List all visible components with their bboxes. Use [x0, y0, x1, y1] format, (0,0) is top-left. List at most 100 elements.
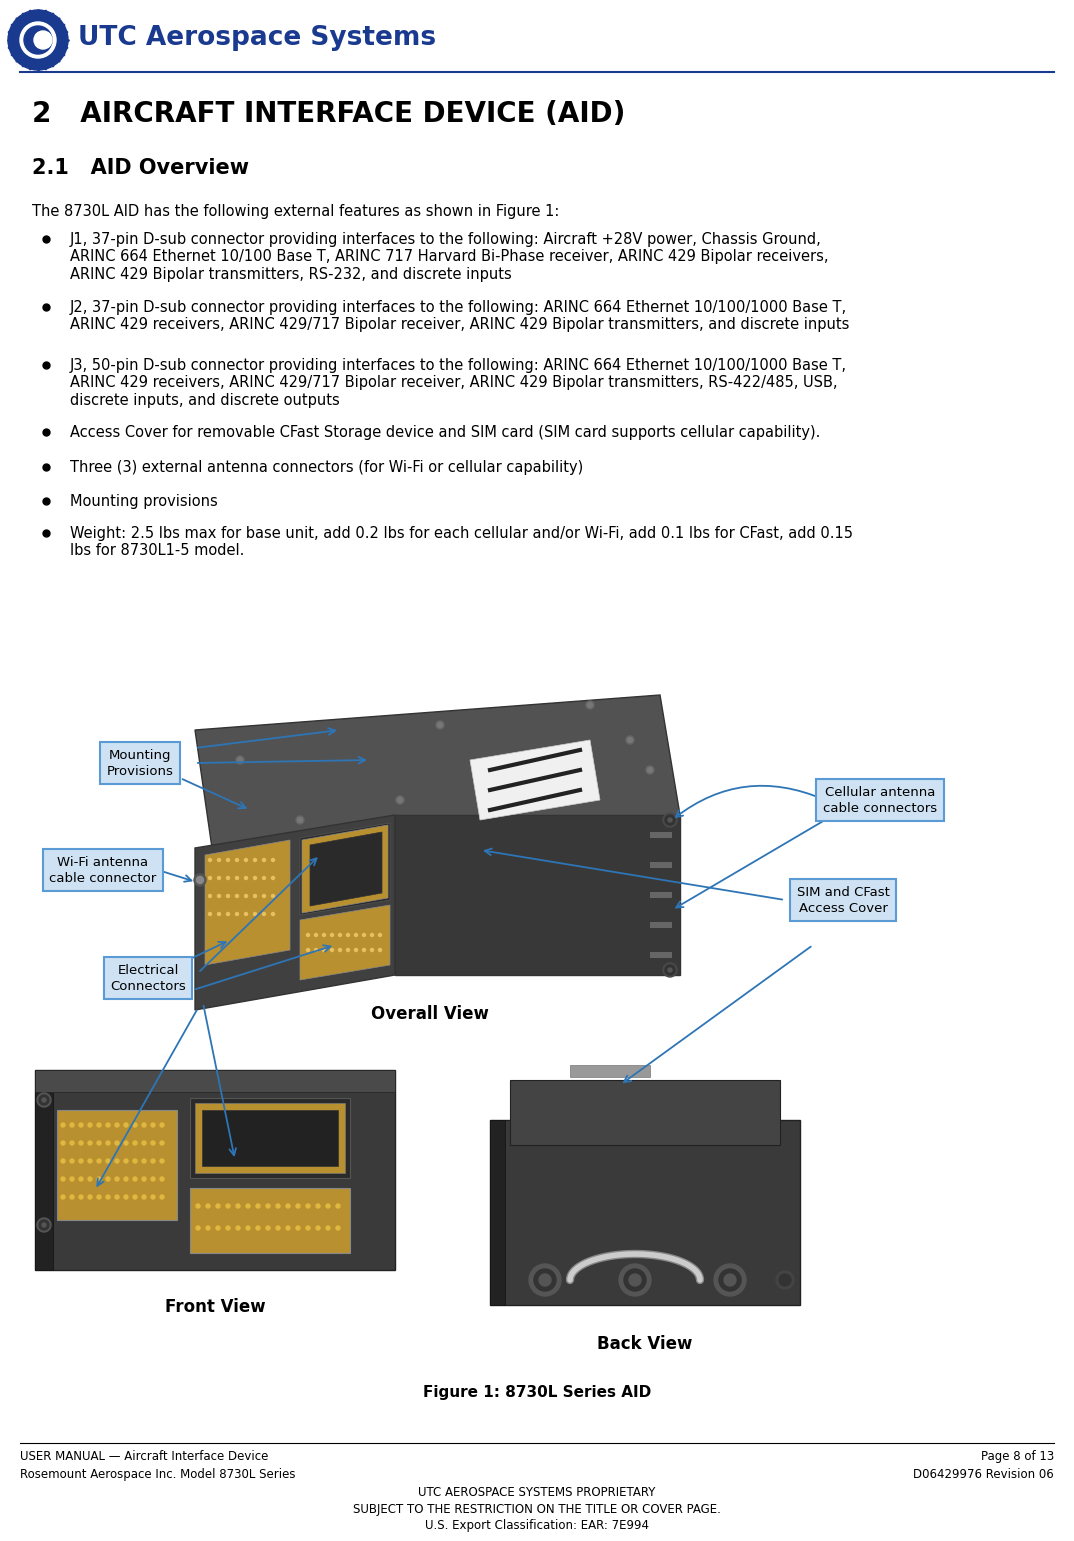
Circle shape	[648, 767, 653, 772]
Circle shape	[306, 949, 309, 951]
Circle shape	[227, 877, 230, 880]
Circle shape	[436, 721, 444, 729]
Circle shape	[777, 1271, 794, 1288]
Circle shape	[326, 1204, 330, 1208]
Circle shape	[206, 1227, 211, 1230]
Circle shape	[256, 1204, 260, 1208]
Circle shape	[235, 894, 238, 897]
Circle shape	[160, 1194, 164, 1199]
Circle shape	[160, 1177, 164, 1180]
Circle shape	[253, 858, 257, 861]
Circle shape	[378, 949, 381, 951]
Circle shape	[665, 815, 674, 824]
Circle shape	[70, 1177, 74, 1180]
Circle shape	[151, 1159, 155, 1163]
Circle shape	[539, 1274, 551, 1287]
Circle shape	[61, 1140, 66, 1145]
Circle shape	[326, 1227, 330, 1230]
Polygon shape	[195, 695, 680, 848]
Circle shape	[306, 1204, 310, 1208]
Circle shape	[79, 1194, 83, 1199]
Text: Front View: Front View	[164, 1298, 265, 1316]
Circle shape	[70, 1159, 74, 1163]
Circle shape	[363, 934, 365, 937]
Polygon shape	[395, 815, 680, 975]
Circle shape	[347, 949, 349, 951]
Circle shape	[218, 912, 220, 915]
Circle shape	[216, 1204, 220, 1208]
Circle shape	[197, 877, 203, 883]
Circle shape	[106, 1194, 110, 1199]
Circle shape	[235, 877, 238, 880]
Circle shape	[97, 1194, 101, 1199]
Text: Electrical
Connectors: Electrical Connectors	[111, 963, 186, 992]
Text: J1, 37-pin D-sub connector providing interfaces to the following: Aircraft +28V : J1, 37-pin D-sub connector providing int…	[70, 233, 828, 282]
Text: U.S. Export Classification: EAR: 7E994: U.S. Export Classification: EAR: 7E994	[425, 1519, 649, 1532]
Circle shape	[253, 894, 257, 897]
Circle shape	[133, 1177, 137, 1180]
Polygon shape	[310, 832, 382, 906]
Circle shape	[24, 26, 52, 54]
Polygon shape	[300, 823, 390, 915]
Circle shape	[668, 968, 672, 972]
Circle shape	[115, 1177, 119, 1180]
Circle shape	[227, 858, 230, 861]
Bar	[510, 1080, 780, 1145]
Circle shape	[297, 817, 303, 823]
Circle shape	[245, 858, 247, 861]
Circle shape	[195, 1227, 200, 1230]
Bar	[570, 1065, 650, 1077]
Circle shape	[336, 1204, 340, 1208]
Circle shape	[39, 1220, 49, 1230]
Circle shape	[246, 1204, 250, 1208]
Circle shape	[306, 1227, 310, 1230]
Circle shape	[42, 1099, 46, 1102]
Circle shape	[37, 1093, 50, 1106]
Circle shape	[724, 1274, 736, 1287]
Circle shape	[97, 1159, 101, 1163]
Text: SUBJECT TO THE RESTRICTION ON THE TITLE OR COVER PAGE.: SUBJECT TO THE RESTRICTION ON THE TITLE …	[353, 1502, 721, 1516]
Circle shape	[286, 1227, 290, 1230]
Circle shape	[262, 912, 265, 915]
Circle shape	[322, 934, 325, 937]
Circle shape	[160, 1140, 164, 1145]
Circle shape	[79, 1177, 83, 1180]
Circle shape	[61, 1159, 66, 1163]
Circle shape	[276, 1204, 280, 1208]
Circle shape	[97, 1177, 101, 1180]
Circle shape	[272, 877, 275, 880]
Circle shape	[160, 1159, 164, 1163]
Circle shape	[160, 1123, 164, 1126]
Circle shape	[61, 1123, 66, 1126]
Circle shape	[70, 1123, 74, 1126]
Circle shape	[79, 1123, 83, 1126]
Circle shape	[315, 934, 318, 937]
Text: Figure 1: 8730L Series AID: Figure 1: 8730L Series AID	[423, 1385, 651, 1401]
Circle shape	[195, 1204, 200, 1208]
Text: Back View: Back View	[597, 1335, 693, 1353]
Circle shape	[296, 1204, 300, 1208]
Text: Wi-Fi antenna
cable connector: Wi-Fi antenna cable connector	[49, 855, 157, 885]
Circle shape	[106, 1159, 110, 1163]
Circle shape	[79, 1140, 83, 1145]
Circle shape	[529, 1264, 561, 1296]
Circle shape	[253, 877, 257, 880]
Bar	[490, 1120, 800, 1305]
Text: Cellular antenna
cable connectors: Cellular antenna cable connectors	[823, 786, 937, 815]
Bar	[202, 1110, 338, 1167]
Circle shape	[133, 1159, 137, 1163]
Circle shape	[216, 1227, 220, 1230]
Circle shape	[208, 858, 212, 861]
Circle shape	[70, 1194, 74, 1199]
Circle shape	[619, 1264, 651, 1296]
Circle shape	[142, 1159, 146, 1163]
Circle shape	[437, 723, 442, 727]
Text: The 8730L AID has the following external features as shown in Figure 1:: The 8730L AID has the following external…	[32, 203, 560, 219]
Bar	[650, 861, 672, 868]
Circle shape	[316, 1227, 320, 1230]
Circle shape	[719, 1268, 741, 1291]
Text: Access Cover for removable CFast Storage device and SIM card (SIM card supports : Access Cover for removable CFast Storage…	[70, 425, 821, 441]
Bar	[650, 892, 672, 898]
Circle shape	[88, 1123, 92, 1126]
Circle shape	[347, 934, 349, 937]
